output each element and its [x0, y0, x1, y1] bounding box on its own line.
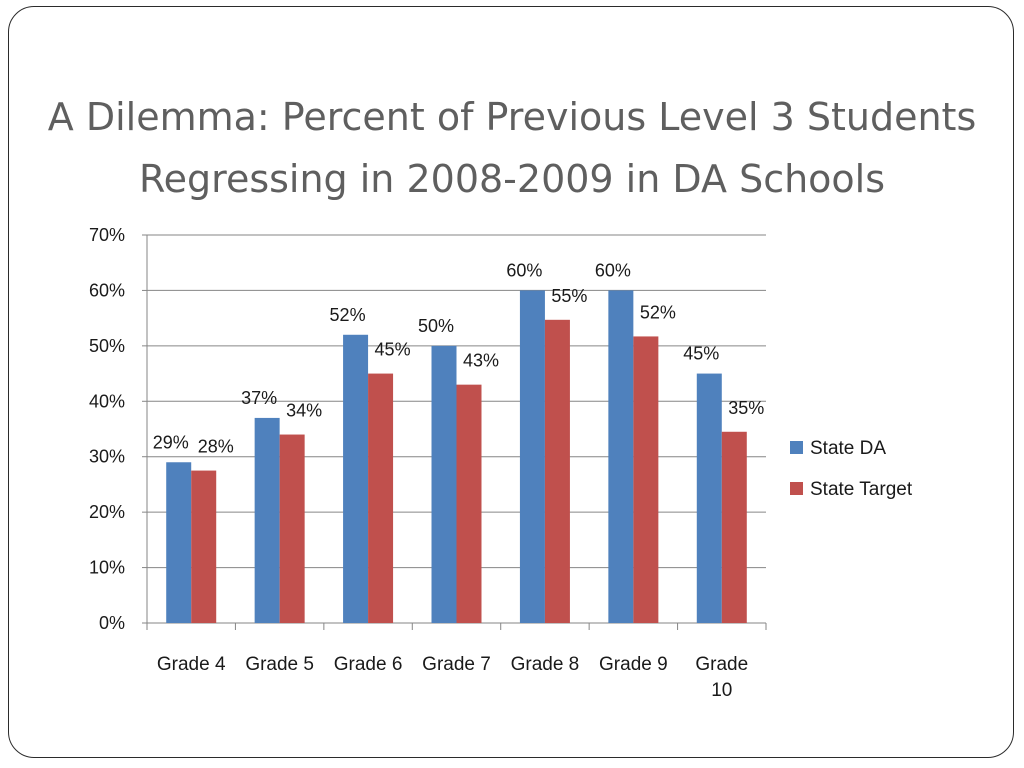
data-label: 28% [198, 437, 234, 457]
bar-state-da [696, 373, 722, 623]
data-label: 55% [551, 286, 587, 306]
data-label: 37% [241, 388, 277, 408]
x-tick-label: Grade 5 [245, 654, 314, 675]
bar-state-target [633, 336, 659, 623]
slide-frame [8, 6, 1014, 758]
bar-state-da [608, 290, 634, 623]
legend-swatch [790, 482, 803, 495]
bar-state-target [456, 384, 482, 623]
bar-state-target [279, 434, 305, 623]
legend-swatch [790, 441, 803, 454]
bar-state-target [721, 431, 747, 623]
bar-state-da [343, 334, 369, 623]
legend-label: State DA [810, 438, 886, 459]
data-label: 45% [375, 340, 411, 360]
x-tick-label: Grade 7 [422, 654, 491, 675]
legend-label: State Target [810, 479, 913, 500]
slide-title: A Dilemma: Percent of Previous Level 3 S… [47, 95, 977, 201]
bar-state-da [254, 417, 280, 623]
y-tick-label: 40% [89, 391, 125, 411]
data-label: 60% [506, 260, 542, 280]
x-tick-label: Grade 4 [157, 654, 226, 675]
x-tick-label: Grade 6 [334, 654, 403, 675]
x-tick-label: Grade 9 [599, 654, 668, 675]
x-tick-label: Grade [695, 654, 748, 675]
y-tick-label: 10% [89, 558, 125, 578]
y-tick-label: 50% [89, 336, 125, 356]
data-label: 43% [463, 351, 499, 371]
y-tick-label: 20% [89, 502, 125, 522]
data-label: 45% [683, 344, 719, 364]
data-label: 29% [153, 432, 189, 452]
data-label: 34% [286, 401, 322, 421]
data-label: 35% [728, 398, 764, 418]
bar-state-da [431, 345, 457, 623]
bar-state-target [544, 319, 570, 623]
x-tick-label: 10 [711, 680, 732, 701]
y-tick-label: 0% [99, 613, 125, 633]
bar-state-da [166, 462, 192, 623]
data-label: 52% [330, 305, 366, 325]
bar-state-target [368, 373, 394, 623]
data-label: 52% [640, 302, 676, 322]
x-tick-label: Grade 8 [511, 654, 580, 675]
bar-state-da [519, 290, 545, 623]
y-tick-label: 70% [89, 225, 125, 245]
y-tick-label: 30% [89, 447, 125, 467]
y-tick-label: 60% [89, 280, 125, 300]
data-label: 60% [595, 260, 631, 280]
data-label: 50% [418, 316, 454, 336]
bar-state-target [191, 470, 217, 623]
